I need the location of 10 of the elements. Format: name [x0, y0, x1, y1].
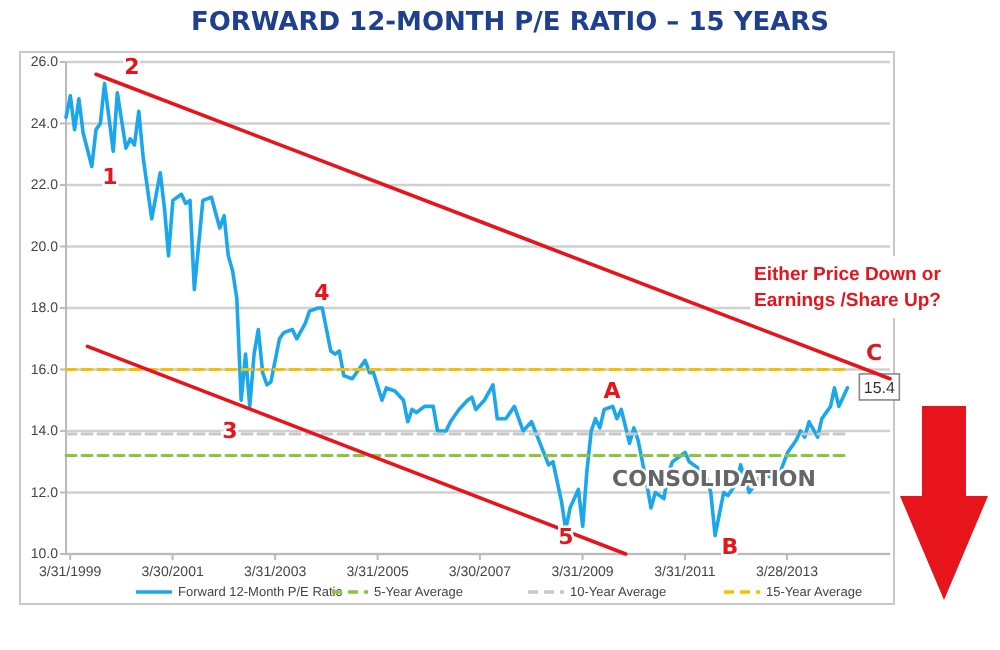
annotation: 3: [222, 417, 238, 444]
annotation: Either Price Down or Earnings /Share Up?: [754, 264, 942, 312]
annotation: 4: [314, 279, 331, 306]
annotation: B: [721, 533, 739, 560]
annotation: 1: [102, 163, 118, 190]
annotation: C: [865, 339, 883, 366]
annotation: A: [603, 377, 622, 404]
annotation: 2: [124, 53, 140, 80]
data-label: 15.4: [863, 379, 897, 398]
chart-title: FORWARD 12-MONTH P/E RATIO – 15 YEARS: [190, 8, 830, 38]
